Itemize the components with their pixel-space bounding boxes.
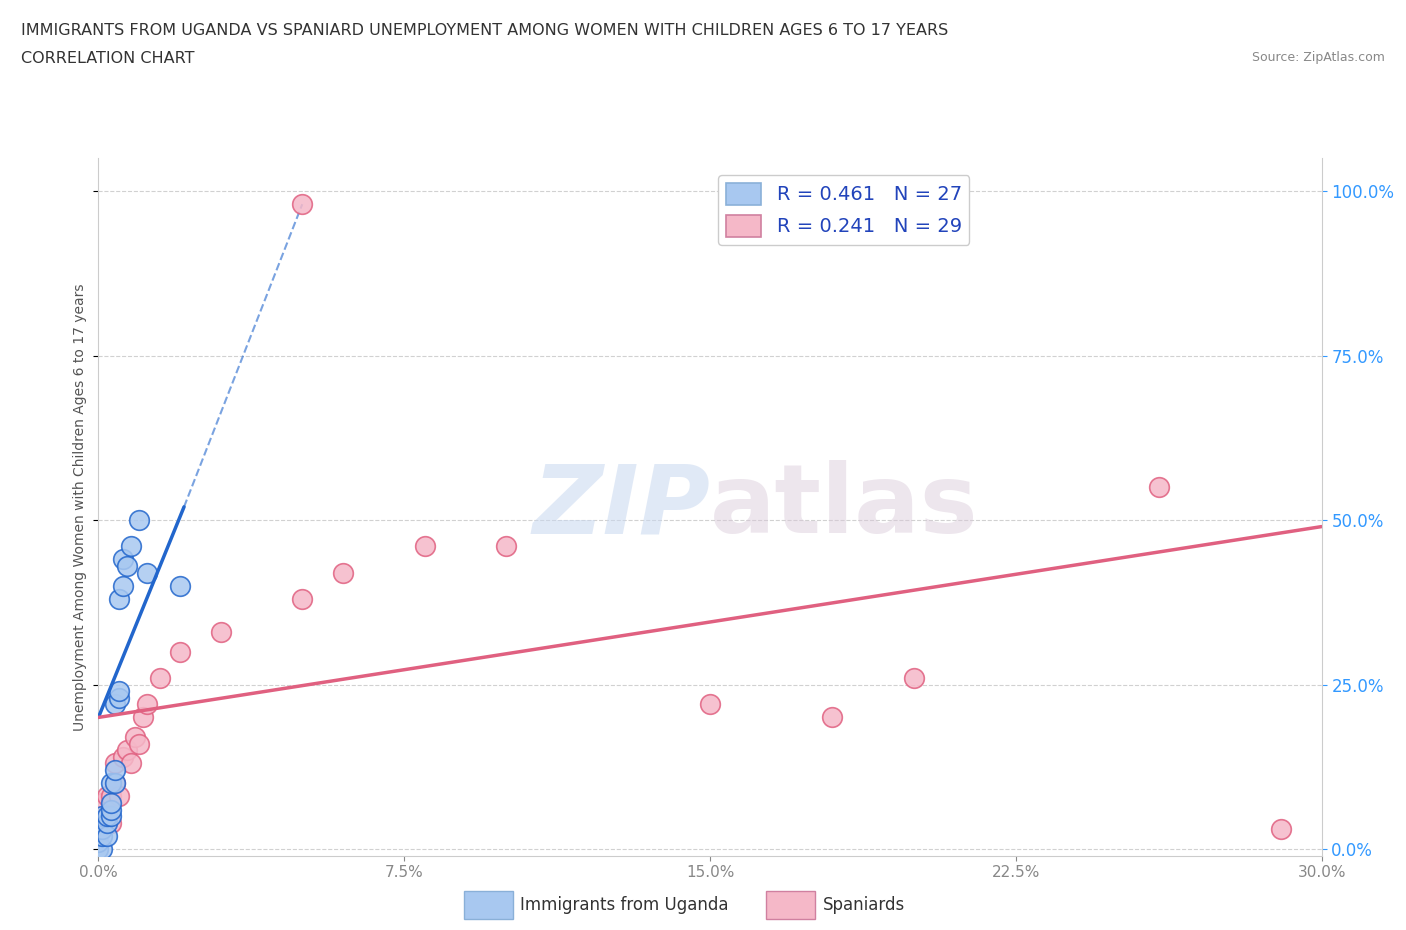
- Point: [120, 756, 142, 771]
- Point: [108, 684, 131, 698]
- Point: [104, 756, 127, 771]
- Text: CORRELATION CHART: CORRELATION CHART: [21, 51, 194, 66]
- Point: [100, 789, 122, 804]
- Point: [87, 842, 110, 857]
- Point: [136, 697, 159, 711]
- Point: [115, 743, 138, 758]
- Point: [120, 538, 142, 553]
- Point: [209, 624, 232, 639]
- Point: [128, 512, 150, 527]
- Text: atlas: atlas: [710, 460, 979, 553]
- Point: [91, 809, 114, 824]
- Text: IMMIGRANTS FROM UGANDA VS SPANIARD UNEMPLOYMENT AMONG WOMEN WITH CHILDREN AGES 6: IMMIGRANTS FROM UGANDA VS SPANIARD UNEMP…: [21, 23, 948, 38]
- Point: [111, 552, 134, 567]
- Point: [413, 538, 436, 553]
- Point: [136, 565, 159, 580]
- Point: [96, 829, 118, 844]
- Point: [91, 829, 114, 844]
- Y-axis label: Unemployment Among Women with Children Ages 6 to 17 years: Unemployment Among Women with Children A…: [73, 283, 87, 731]
- Point: [903, 671, 925, 685]
- Point: [91, 795, 114, 810]
- Point: [96, 809, 118, 824]
- Point: [132, 710, 155, 724]
- Point: [699, 697, 721, 711]
- Point: [108, 789, 131, 804]
- Point: [291, 197, 314, 212]
- Point: [104, 776, 127, 790]
- Point: [1270, 822, 1292, 837]
- Point: [100, 776, 122, 790]
- Point: [111, 750, 134, 764]
- Point: [291, 591, 314, 606]
- Point: [169, 644, 191, 659]
- Point: [104, 697, 127, 711]
- Point: [96, 816, 118, 830]
- Point: [87, 829, 110, 844]
- Point: [1147, 480, 1170, 495]
- Point: [96, 789, 118, 804]
- Point: [96, 809, 118, 824]
- Text: Source: ZipAtlas.com: Source: ZipAtlas.com: [1251, 51, 1385, 64]
- Point: [91, 822, 114, 837]
- Text: Immigrants from Uganda: Immigrants from Uganda: [520, 896, 728, 914]
- Point: [108, 591, 131, 606]
- Point: [332, 565, 354, 580]
- Point: [100, 809, 122, 824]
- Point: [495, 538, 517, 553]
- Point: [91, 822, 114, 837]
- Point: [100, 795, 122, 810]
- Point: [149, 671, 172, 685]
- Text: Spaniards: Spaniards: [823, 896, 904, 914]
- Legend: R = 0.461   N = 27, R = 0.241   N = 29: R = 0.461 N = 27, R = 0.241 N = 29: [718, 175, 969, 245]
- Point: [100, 802, 122, 817]
- Point: [108, 690, 131, 705]
- Point: [169, 578, 191, 593]
- Point: [104, 776, 127, 790]
- Point: [100, 816, 122, 830]
- Point: [91, 842, 114, 857]
- Point: [128, 737, 150, 751]
- Point: [821, 710, 844, 724]
- Point: [124, 730, 146, 745]
- Point: [104, 763, 127, 777]
- Point: [87, 809, 110, 824]
- Point: [115, 559, 138, 574]
- Text: ZIP: ZIP: [531, 460, 710, 553]
- Point: [111, 578, 134, 593]
- Point: [87, 835, 110, 850]
